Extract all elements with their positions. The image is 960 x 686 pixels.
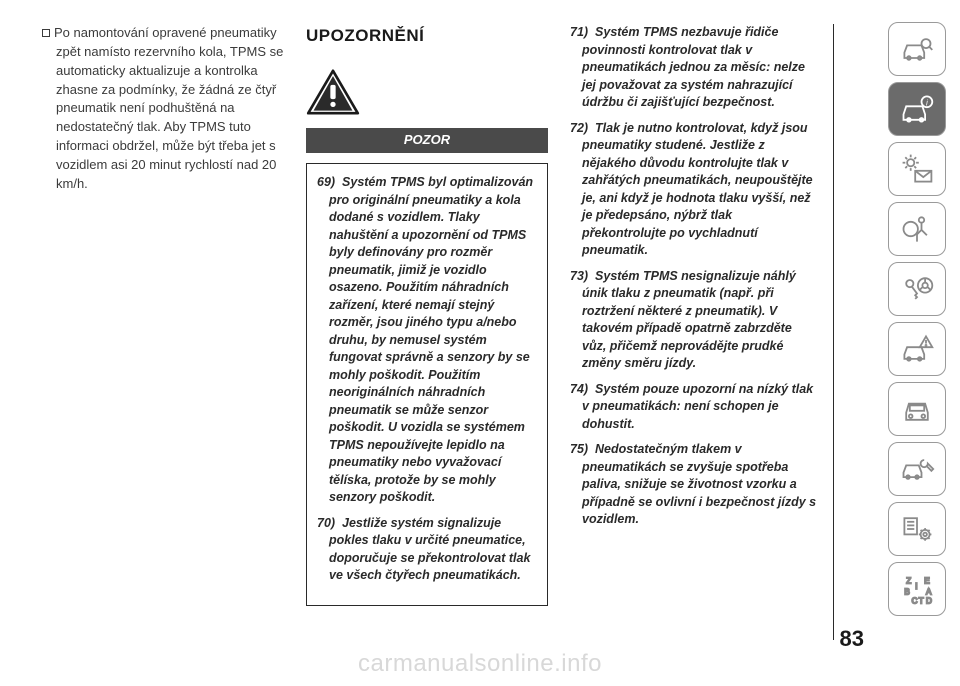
letters-icon: Z E B AICDT bbox=[899, 571, 935, 607]
page-number: 83 bbox=[840, 626, 864, 652]
car-warning-icon bbox=[899, 331, 935, 367]
sidebar-item-car-wrench[interactable] bbox=[888, 442, 946, 496]
sidebar-item-car-info[interactable]: i bbox=[888, 82, 946, 136]
warn-item-75: 75) Nedostatečným tlakem v pneumatikách … bbox=[570, 441, 819, 529]
warn-item-70: 70) Jestliže systém signalizuje pokles t… bbox=[317, 515, 537, 585]
svg-text:i: i bbox=[926, 98, 928, 107]
column-2: UPOZORNĚNÍ POZOR 69) Systém TPMS byl opt… bbox=[306, 24, 570, 640]
column-1: Po namontování opravené pneumatiky zpět … bbox=[42, 24, 306, 640]
watermark: carmanualsonline.info bbox=[0, 650, 960, 678]
svg-text:I: I bbox=[915, 582, 917, 591]
svg-text:C: C bbox=[912, 596, 918, 605]
svg-text:T: T bbox=[919, 596, 924, 605]
warning-triangle-icon bbox=[306, 69, 360, 115]
sidebar-item-checklist-gear[interactable] bbox=[888, 502, 946, 556]
sidebar-item-key-wheel[interactable] bbox=[888, 262, 946, 316]
column-3: 71) Systém TPMS nezbavuje řidiče povinno… bbox=[570, 24, 834, 640]
warn-text: Jestliže systém signalizuje pokles tlaku… bbox=[329, 516, 530, 583]
airbag-icon bbox=[899, 211, 935, 247]
warn-text: Systém TPMS nezbavuje řidiče povinnosti … bbox=[582, 25, 805, 109]
car-info-icon: i bbox=[899, 91, 935, 127]
svg-text:A: A bbox=[926, 587, 932, 596]
sidebar-item-letters[interactable]: Z E B AICDT bbox=[888, 562, 946, 616]
sun-mail-icon bbox=[899, 151, 935, 187]
sidebar-item-car-warning[interactable] bbox=[888, 322, 946, 376]
svg-text:E: E bbox=[924, 577, 930, 586]
warn-num: 72) bbox=[570, 121, 588, 135]
col1-text: Po namontování opravené pneumatiky zpět … bbox=[54, 25, 283, 191]
sidebar: i Z E B AICDT bbox=[888, 22, 946, 616]
warn-item-69: 69) Systém TPMS byl optimalizován pro or… bbox=[317, 174, 537, 507]
warn-text: Tlak je nutno kontrolovat, když jsou pne… bbox=[582, 121, 813, 258]
sidebar-item-sun-mail[interactable] bbox=[888, 142, 946, 196]
pozor-bar: POZOR bbox=[306, 128, 548, 153]
car-search-icon bbox=[899, 31, 935, 67]
warn-num: 74) bbox=[570, 382, 588, 396]
sidebar-item-car-search[interactable] bbox=[888, 22, 946, 76]
warn-item-71: 71) Systém TPMS nezbavuje řidiče povinno… bbox=[570, 24, 819, 112]
warning-heading: UPOZORNĚNÍ bbox=[306, 24, 548, 49]
warn-num: 75) bbox=[570, 442, 588, 456]
sidebar-item-airbag[interactable] bbox=[888, 202, 946, 256]
warn-item-74: 74) Systém pouze upozorní na nízký tlak … bbox=[570, 381, 819, 434]
warning-box: 69) Systém TPMS byl optimalizován pro or… bbox=[306, 163, 548, 606]
car-front-icon bbox=[899, 391, 935, 427]
svg-text:B: B bbox=[904, 587, 909, 596]
bullet-icon bbox=[42, 29, 50, 37]
warn-num: 73) bbox=[570, 269, 588, 283]
col1-paragraph: Po namontování opravené pneumatiky zpět … bbox=[42, 24, 284, 194]
warn-num: 69) bbox=[317, 175, 335, 189]
warn-text: Systém TPMS byl optimalizován pro origin… bbox=[329, 175, 533, 504]
car-wrench-icon bbox=[899, 451, 935, 487]
warn-item-72: 72) Tlak je nutno kontrolovat, když jsou… bbox=[570, 120, 819, 260]
warn-item-73: 73) Systém TPMS nesignalizuje náhlý únik… bbox=[570, 268, 819, 373]
key-wheel-icon bbox=[899, 271, 935, 307]
warn-text: Systém pouze upozorní na nízký tlak v pn… bbox=[582, 382, 813, 431]
checklist-gear-icon bbox=[899, 511, 935, 547]
warn-text: Systém TPMS nesignalizuje náhlý únik tla… bbox=[582, 269, 796, 371]
svg-text:D: D bbox=[926, 596, 932, 605]
warn-num: 71) bbox=[570, 25, 588, 39]
sidebar-item-car-front[interactable] bbox=[888, 382, 946, 436]
svg-text:Z: Z bbox=[906, 577, 911, 586]
page-content: Po namontování opravené pneumatiky zpět … bbox=[0, 0, 960, 640]
warn-num: 70) bbox=[317, 516, 335, 530]
warn-text: Nedostatečným tlakem v pneumatikách se z… bbox=[582, 442, 816, 526]
